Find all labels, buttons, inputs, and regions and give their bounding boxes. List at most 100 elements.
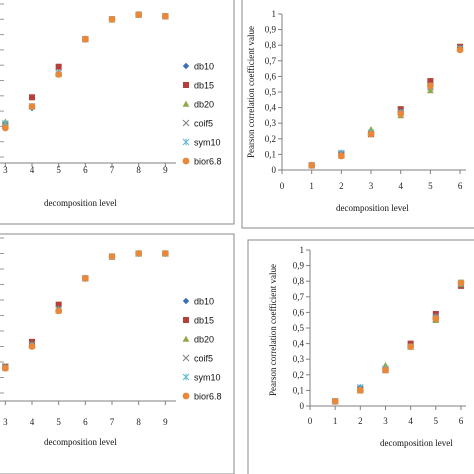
marker-db20	[182, 100, 190, 107]
series-bior6.8	[1, 250, 169, 372]
y-tick-label: 0,1	[265, 149, 276, 159]
x-tick-label: 0	[280, 181, 285, 191]
marker-coif5	[182, 354, 190, 362]
marker-db10	[182, 297, 190, 305]
marker-bior6.8	[1, 124, 9, 132]
marker-bior6.8	[108, 15, 116, 23]
chart-panel-3: 3 4 5 6 7 8 9 decomposition level db10 db15 db20 co…	[0, 233, 235, 474]
marker-db15	[29, 94, 35, 101]
legend-label: db15	[194, 81, 214, 91]
x-tick-label: 5	[434, 416, 439, 426]
y-tick-label: 0,7	[293, 292, 305, 302]
marker-bior6.8	[457, 279, 465, 287]
x-tick-label: 3	[3, 417, 8, 427]
chart-panel-4: 0 1 2 3 4 5 6 0 0,1 0,2 0,3 0,4 0,5 0,6 0,7 0,8 0,9 1 deco…	[247, 239, 474, 474]
marker-db15	[427, 78, 434, 85]
y-tick-label: 1	[300, 245, 305, 255]
marker-bior6.8	[161, 12, 169, 20]
y-tick-label: 0,1	[293, 385, 304, 395]
legend-label: db10	[194, 297, 214, 307]
marker-bior6.8	[382, 366, 389, 374]
x-tick-label: 4	[408, 416, 413, 426]
y-tick-label: 0,2	[293, 370, 304, 380]
chart-frame	[0, 233, 235, 474]
marker-bior6.8	[28, 103, 36, 110]
x-axis-label: decomposition level	[380, 438, 453, 448]
marker-db20	[182, 335, 190, 342]
marker-bior6.8	[135, 250, 143, 257]
legend-label: coif5	[194, 119, 213, 129]
marker-db15	[55, 301, 62, 308]
legend-label: db20	[194, 100, 214, 110]
marker-bior6.8	[55, 70, 63, 78]
x-axis-label: decomposition level	[336, 203, 409, 213]
marker-bior6.8	[1, 364, 9, 372]
x-tick-label: 1	[309, 181, 314, 191]
y-tick-label: 0,4	[293, 339, 305, 349]
legend: db10 db15 db20 coif5 sym10 bior6.8	[182, 297, 222, 402]
marker-coif5	[182, 119, 190, 127]
marker-db20	[426, 87, 434, 94]
x-tick-label: 1	[333, 416, 338, 426]
x-tick-label: 2	[339, 181, 344, 191]
marker-sym10	[182, 138, 190, 146]
y-tick-label: 0,5	[265, 87, 277, 97]
y-tick-label: 0,4	[265, 103, 277, 113]
x-axis-label: decomposition level	[44, 198, 117, 208]
chart-frame	[0, 0, 235, 225]
y-tick-label: 0,5	[293, 323, 305, 333]
x-tick-label: 5	[56, 165, 61, 175]
chart-panel-1: 3 4 5 6 7 8 9 decomposition level db10 db15 db20 co…	[0, 0, 235, 225]
marker-bior6.8	[55, 307, 63, 315]
x-tick-label: 5	[428, 181, 433, 191]
x-tick-label: 4	[30, 165, 35, 175]
marker-bior6.8	[331, 397, 339, 405]
y-tick-label: 1	[272, 9, 277, 19]
y-tick-label: 0,6	[293, 307, 305, 317]
marker-bior6.8	[432, 315, 440, 323]
y-axis-label: Pearson correlation coefficient value	[246, 26, 256, 158]
x-tick-label: 8	[136, 417, 141, 427]
marker-db15	[55, 63, 62, 70]
x-tick-label: 4	[30, 417, 35, 427]
marker-bior6.8	[161, 250, 169, 257]
legend: db10 db15 db20 coif5 sym10 bior6.8	[182, 62, 222, 167]
marker-bior6.8	[308, 161, 316, 169]
marker-bior6.8	[135, 11, 143, 19]
x-tick-label: 6	[458, 181, 463, 191]
marker-bior6.8	[108, 253, 116, 260]
marker-bior6.8	[426, 82, 434, 90]
marker-bior6.8	[456, 46, 464, 54]
legend-label: db15	[194, 316, 214, 326]
x-tick-label: 6	[459, 416, 464, 426]
y-tick-label: 0	[272, 165, 277, 175]
marker-db15	[183, 82, 189, 88]
y-tick-label: 0,9	[293, 261, 305, 271]
x-tick-label: 7	[110, 165, 115, 175]
y-tick-label: 0,8	[293, 276, 305, 286]
series-bior6.8	[331, 279, 465, 405]
x-tick-label: 9	[163, 417, 168, 427]
marker-bior6.8	[356, 387, 364, 394]
y-tick-label: 0,9	[265, 25, 277, 35]
legend-label: coif5	[194, 354, 213, 364]
x-tick-label: 3	[369, 181, 374, 191]
legend-label: bior6.8	[194, 392, 222, 402]
chart-panel-2: 0 1 2 3 4 5 6 0 0,1 0,2 0,3 0,4 0,5 0,6 0,7 0,8 0,9 1 deco…	[241, 0, 474, 229]
chart-frame	[241, 0, 474, 229]
y-tick-label: 0,3	[293, 354, 305, 364]
marker-bior6.8	[81, 35, 89, 43]
x-tick-label: 6	[83, 165, 88, 175]
x-tick-label: 4	[398, 181, 403, 191]
x-tick-label: 5	[56, 417, 61, 427]
y-tick-label: 0,7	[265, 56, 277, 66]
marker-bior6.8	[367, 130, 375, 138]
marker-bior6.8	[182, 392, 190, 400]
marker-bior6.8	[337, 152, 345, 160]
x-tick-label: 8	[136, 165, 141, 175]
x-tick-label: 2	[358, 416, 363, 426]
x-tick-label: 7	[110, 417, 115, 427]
marker-db10	[182, 62, 190, 70]
y-axis-label: Pearson correlation coefficient value	[268, 264, 278, 396]
